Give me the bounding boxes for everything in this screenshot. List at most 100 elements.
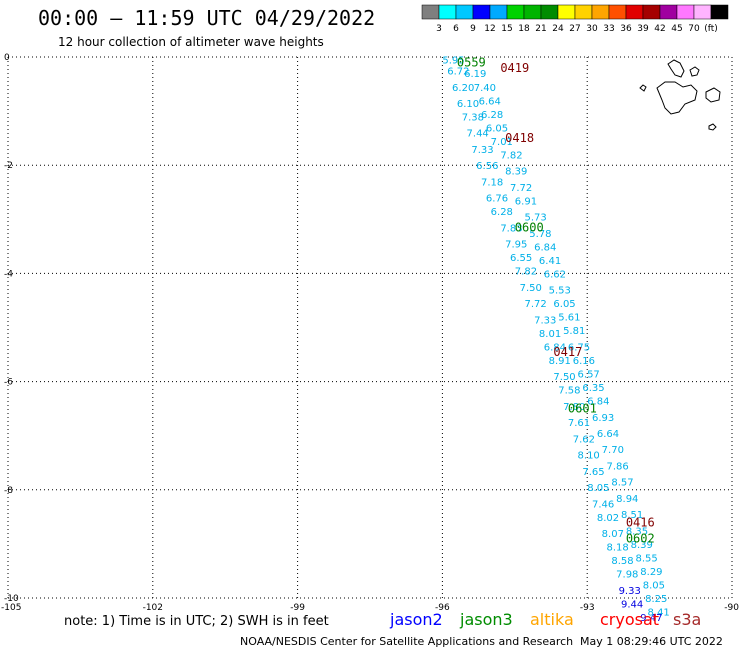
wave-height-label: 6.41	[539, 256, 561, 267]
wave-height-label: 8.05	[587, 483, 609, 494]
wave-height-label: 7.86	[607, 461, 629, 472]
grid	[7, 56, 733, 599]
y-tick-label: -8	[4, 486, 13, 496]
wave-height-label: 6.64	[597, 429, 619, 440]
wave-height-label: 8.57	[611, 478, 633, 489]
colorbar-swatch	[659, 4, 678, 20]
wave-height-label: 7.50	[553, 372, 575, 383]
wave-height-label: 9.44	[621, 599, 643, 610]
wave-height-label: 8.91	[549, 356, 571, 367]
colorbar-swatch	[540, 4, 559, 20]
colorbar-swatch	[676, 4, 695, 20]
wave-height-label: 8.39	[505, 167, 527, 178]
data-points: 5.956.72 6.20 6.10 7.38 7.44 7.33 6.56 7.18 6.76…	[442, 56, 669, 624]
legend-cryosat: cryosat	[600, 610, 659, 629]
wave-height-label: 7.61	[568, 418, 590, 429]
x-tick-label: -99	[290, 603, 305, 613]
colorbar-swatch	[710, 4, 729, 20]
wave-height-label: 8.55	[635, 553, 657, 564]
wave-height-label: 6.64	[479, 96, 501, 107]
wave-height-label: 5.81	[563, 326, 585, 337]
wave-height-label: 6.16	[573, 356, 595, 367]
colorbar: 3 6 9 12 15 18 21 24 27 30 33 36 39 42 45 70 (ft)	[421, 4, 729, 34]
wave-height-label: 8.51	[621, 510, 643, 521]
wave-height-label: 6.93	[592, 413, 614, 424]
wave-height-label: 8.05	[643, 580, 665, 591]
wave-height-label: 7.33	[534, 315, 556, 326]
pass-labels: 0559 0419 0418 0600 0417 0601 0416 0602	[457, 55, 655, 545]
colorbar-swatch	[455, 4, 474, 20]
pass-time-label: 0416	[626, 515, 655, 529]
wave-height-label: 6.91	[515, 196, 537, 207]
footer-credit: NOAA/NESDIS Center for Satellite Applica…	[240, 635, 573, 648]
colorbar-label: 21	[535, 24, 546, 34]
chart-title: 00:00 – 11:59 UTC 04/29/2022	[38, 6, 375, 30]
wave-height-label: 7.72	[510, 183, 532, 194]
colorbar-label: 33	[603, 24, 614, 34]
wave-height-label: 8.39	[631, 540, 653, 551]
legend-altika: altika	[530, 610, 574, 629]
islands-map	[639, 59, 721, 131]
wave-height-label: 6.62	[544, 269, 566, 280]
wave-height-label: 6.84	[534, 242, 556, 253]
wave-height-label: 8.10	[578, 451, 600, 462]
wave-height-label: 6.05	[553, 299, 575, 310]
wave-height-label: 6.10	[457, 99, 479, 110]
wave-height-label: 6.28	[481, 110, 503, 121]
pass-time-label: 0418	[505, 131, 534, 145]
wave-height-label: 9.33	[619, 586, 641, 597]
colorbar-swatch	[693, 4, 712, 20]
pass-time-label: 0559	[457, 55, 486, 69]
colorbar-label: 12	[484, 24, 495, 34]
wave-height-label: 7.46	[592, 499, 614, 510]
wave-height-label: 7.80	[563, 402, 585, 413]
wave-height-label: 7.82	[515, 267, 537, 278]
wave-height-label: 5.95	[442, 56, 464, 67]
wave-height-label: 7.40	[474, 83, 496, 94]
wave-height-label: 9.47	[640, 613, 662, 624]
y-tick-label: -6	[4, 378, 13, 388]
wave-height-label: 8.07	[602, 529, 624, 540]
colorbar-label: 30	[586, 24, 598, 34]
colorbar-swatch	[557, 4, 576, 20]
axis-ticks: -105 -102 -99 -96 -93 -90 0 -2 -4 -6 -8 -10	[1, 53, 739, 613]
colorbar-swatch	[591, 4, 610, 20]
wave-height-label: 8.25	[645, 594, 667, 605]
colorbar-swatch	[489, 4, 508, 20]
wave-height-label: 6.05	[486, 123, 508, 134]
colorbar-swatch	[421, 4, 440, 20]
colorbar-label: 9	[470, 24, 476, 34]
pass-time-label: 0601	[568, 402, 597, 416]
wave-height-label: 8.58	[611, 556, 633, 567]
wave-height-label: 8.29	[640, 567, 662, 578]
colorbar-swatch	[608, 4, 627, 20]
colorbar-label: 42	[654, 24, 665, 34]
wave-height-label: 5.53	[549, 286, 571, 297]
x-tick-label: -105	[1, 603, 21, 613]
wave-height-label: 7.44	[467, 129, 489, 140]
wave-height-label: 6.28	[491, 207, 513, 218]
colorbar-label: 70	[688, 24, 700, 34]
colorbar-label: 6	[453, 24, 459, 34]
wave-height-label: 7.83	[500, 223, 522, 234]
wave-height-label: 6.72	[447, 67, 469, 78]
wave-height-label: 8.41	[648, 608, 670, 619]
x-tick-label: -93	[580, 603, 595, 613]
wave-height-label: 6.56	[476, 161, 498, 172]
colorbar-label: 24	[552, 24, 564, 34]
wave-height-label: 5.78	[529, 229, 551, 240]
footer-timestamp: May 1 08:29:46 UTC 2022	[580, 635, 723, 648]
pass-time-label: 0419	[500, 61, 529, 75]
colorbar-swatch	[438, 4, 457, 20]
wave-height-label: 7.98	[616, 570, 638, 581]
pass-time-label: 0600	[515, 220, 544, 234]
colorbar-label: 45	[671, 24, 682, 34]
wave-height-label: 6.20	[452, 83, 474, 94]
wave-height-label: 6.35	[582, 383, 604, 394]
colorbar-label: 27	[569, 24, 580, 34]
y-tick-label: -2	[4, 161, 13, 171]
x-tick-label: -90	[724, 603, 739, 613]
x-tick-label: -96	[435, 603, 450, 613]
colorbar-label: 15	[501, 24, 512, 34]
colorbar-swatch	[574, 4, 593, 20]
